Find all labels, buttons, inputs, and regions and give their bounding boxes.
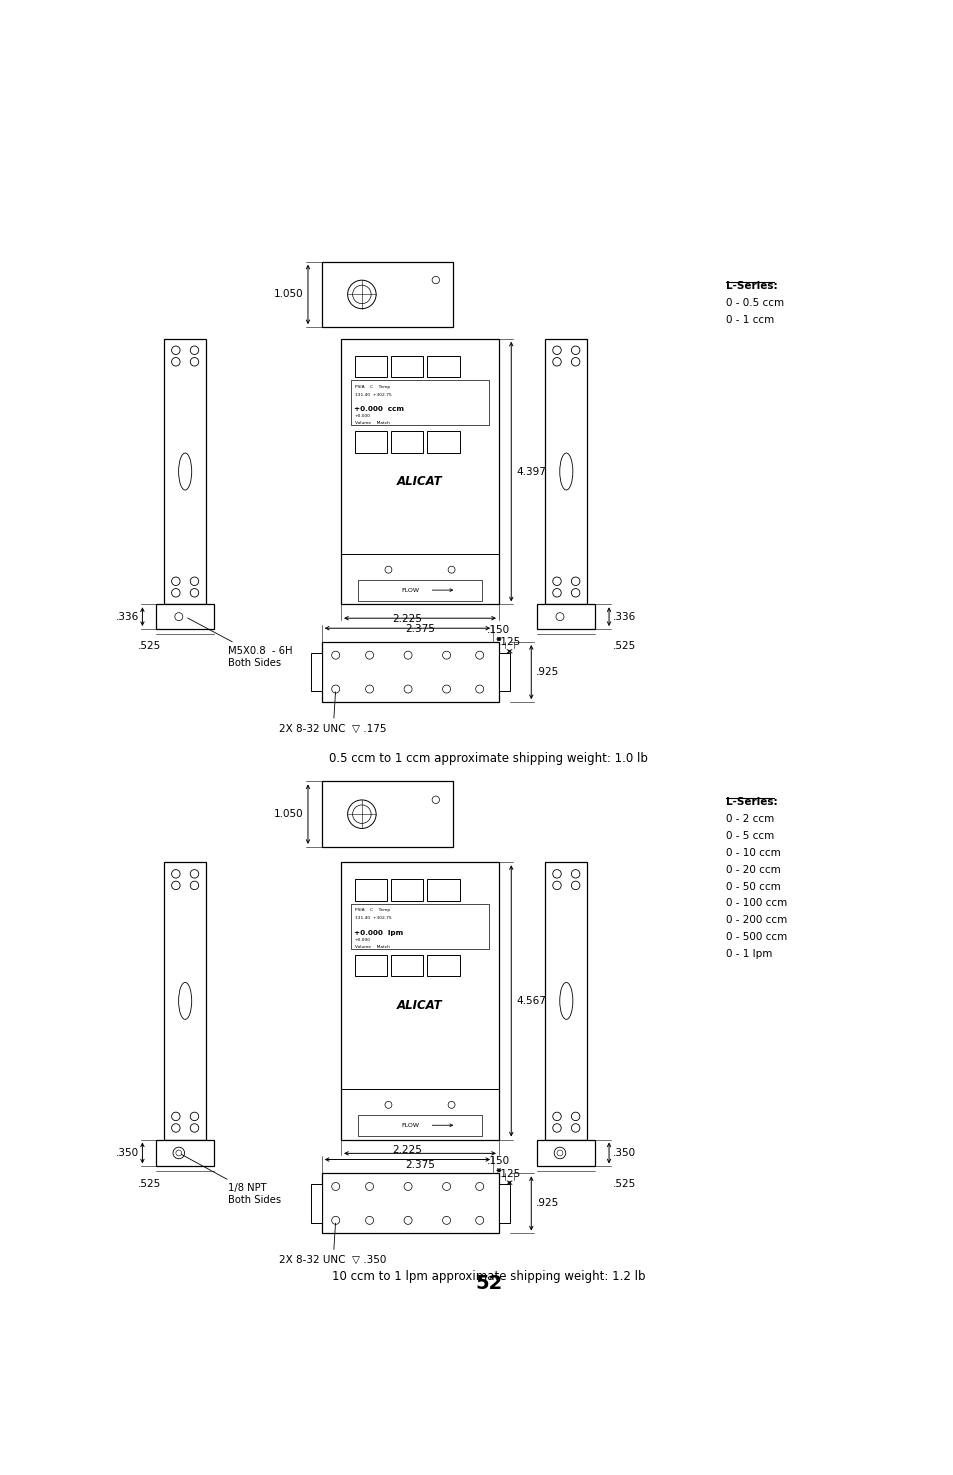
Text: 0.5 ccm to 1 ccm approximate shipping weight: 1.0 lb: 0.5 ccm to 1 ccm approximate shipping we…	[329, 752, 648, 766]
Bar	[341, 339, 498, 605]
Text: 2.225: 2.225	[392, 614, 422, 624]
Text: 0 - 10 ccm: 0 - 10 ccm	[725, 848, 780, 857]
Bar	[341, 863, 498, 1140]
Bar	[311, 653, 321, 692]
Text: PSIA    C    Temp: PSIA C Temp	[355, 385, 390, 389]
Text: .525: .525	[612, 1179, 636, 1189]
Text: 0 - 2 ccm: 0 - 2 ccm	[725, 814, 774, 825]
Text: 10 ccm to 1 lpm approximate shipping weight: 1.2 lb: 10 ccm to 1 lpm approximate shipping wei…	[332, 1270, 645, 1283]
Bar	[498, 1184, 509, 1223]
Text: L-Series:: L-Series:	[725, 280, 777, 291]
Text: 4.567: 4.567	[517, 996, 546, 1006]
Bar	[351, 381, 488, 425]
Text: +0.000  ccm: +0.000 ccm	[354, 406, 404, 412]
Bar	[427, 355, 459, 378]
Bar	[391, 879, 423, 901]
Bar	[321, 261, 453, 327]
Bar	[427, 954, 459, 976]
Text: +0.000: +0.000	[355, 414, 371, 417]
Bar	[391, 355, 423, 378]
Bar	[156, 605, 213, 628]
Text: 1.050: 1.050	[274, 810, 303, 819]
Bar	[321, 782, 453, 847]
Text: 0 - 1 ccm: 0 - 1 ccm	[725, 314, 774, 324]
Bar	[391, 431, 423, 453]
Bar	[498, 653, 509, 692]
Text: 0 - 1 lpm: 0 - 1 lpm	[725, 950, 772, 959]
Bar	[355, 879, 387, 901]
Text: .350: .350	[612, 1148, 636, 1158]
Bar	[427, 431, 459, 453]
Text: 52: 52	[475, 1274, 502, 1294]
Bar	[391, 954, 423, 976]
Bar	[156, 1140, 213, 1167]
Text: .125: .125	[497, 1168, 520, 1179]
Text: .925: .925	[536, 1198, 558, 1208]
Bar	[355, 431, 387, 453]
Text: 2.375: 2.375	[405, 624, 435, 634]
Text: ALICAT: ALICAT	[396, 475, 442, 488]
Bar	[351, 904, 488, 948]
Text: M5X0.8  - 6H
Both Sides: M5X0.8 - 6H Both Sides	[188, 618, 292, 668]
Bar	[355, 355, 387, 378]
Bar	[355, 954, 387, 976]
Text: FLOW: FLOW	[401, 587, 419, 593]
Text: 0 - 5 ccm: 0 - 5 ccm	[725, 830, 774, 841]
Text: PSIA    C    Temp: PSIA C Temp	[355, 909, 390, 913]
Text: 0 - 0.5 ccm: 0 - 0.5 ccm	[725, 298, 783, 308]
Text: .125: .125	[497, 637, 520, 648]
Text: .150: .150	[487, 1156, 510, 1167]
Text: 0 - 500 ccm: 0 - 500 ccm	[725, 932, 786, 943]
Text: .350: .350	[116, 1148, 139, 1158]
Text: .525: .525	[137, 1179, 161, 1189]
Bar	[321, 1174, 498, 1233]
Bar	[544, 339, 587, 605]
Text: 0 - 20 ccm: 0 - 20 ccm	[725, 864, 780, 875]
Text: Volume    Match: Volume Match	[355, 944, 390, 948]
Text: FLOW: FLOW	[401, 1122, 419, 1128]
Bar	[321, 642, 498, 702]
Text: 131.40  +302.75: 131.40 +302.75	[355, 916, 392, 920]
Text: .525: .525	[137, 642, 161, 652]
Bar	[164, 863, 206, 1140]
Bar	[537, 605, 595, 628]
Text: Volume    Match: Volume Match	[355, 420, 390, 425]
Bar	[164, 339, 206, 605]
Bar	[311, 1184, 321, 1223]
Bar	[357, 1115, 481, 1136]
Text: 2X 8-32 UNC  ▽ .350: 2X 8-32 UNC ▽ .350	[279, 1223, 387, 1266]
Bar	[427, 879, 459, 901]
Text: .150: .150	[487, 625, 510, 636]
Text: 2.225: 2.225	[392, 1145, 422, 1155]
Text: 0 - 50 ccm: 0 - 50 ccm	[725, 882, 780, 891]
Text: 131.40  +302.75: 131.40 +302.75	[355, 392, 392, 397]
Text: 4.397: 4.397	[517, 466, 546, 476]
Text: 2.375: 2.375	[405, 1159, 435, 1170]
Text: +0.000: +0.000	[355, 938, 371, 941]
Text: ALICAT: ALICAT	[396, 999, 442, 1012]
Text: 1.050: 1.050	[274, 289, 303, 299]
Bar	[544, 863, 587, 1140]
Text: L-Series:: L-Series:	[725, 796, 777, 807]
Text: 2X 8-32 UNC  ▽ .175: 2X 8-32 UNC ▽ .175	[279, 692, 387, 733]
Text: 0 - 100 ccm: 0 - 100 ccm	[725, 898, 786, 909]
Text: 0 - 200 ccm: 0 - 200 ccm	[725, 916, 786, 925]
Text: .925: .925	[536, 667, 558, 677]
Text: +0.000  lpm: +0.000 lpm	[354, 929, 403, 935]
Text: .525: .525	[612, 642, 636, 652]
Text: 1/8 NPT
Both Sides: 1/8 NPT Both Sides	[181, 1155, 281, 1205]
Text: .336: .336	[116, 612, 139, 621]
Bar	[537, 1140, 595, 1167]
Text: .336: .336	[612, 612, 636, 621]
Bar	[357, 580, 481, 600]
